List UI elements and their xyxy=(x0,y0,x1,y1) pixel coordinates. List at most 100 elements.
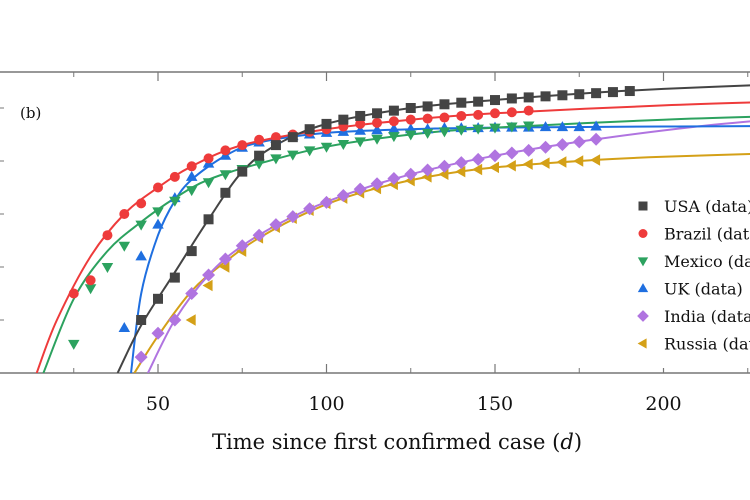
x-tick-label: 100 xyxy=(308,393,344,415)
data-point-uk xyxy=(573,121,585,132)
data-point-brazil xyxy=(153,182,163,193)
data-point-mexico xyxy=(320,142,333,153)
data-point-usa xyxy=(523,92,534,103)
data-point-usa xyxy=(338,114,349,125)
data-point-usa xyxy=(321,118,332,129)
legend-label: UK (data) xyxy=(664,280,743,299)
data-point-usa xyxy=(607,87,618,98)
x-axis-unit: d xyxy=(560,430,573,454)
data-point-usa xyxy=(237,166,248,177)
data-point-mexico xyxy=(522,121,535,132)
data-point-mexico xyxy=(371,134,383,145)
x-tick-label: 50 xyxy=(146,393,170,415)
data-point-india xyxy=(252,228,266,242)
data-point-brazil xyxy=(405,114,416,125)
data-point-mexico xyxy=(118,241,131,252)
panel-label: (b) xyxy=(20,104,41,122)
x-axis-unit-close: ) xyxy=(574,430,582,454)
data-point-brazil xyxy=(237,140,248,151)
legend-label: Mexico (data) xyxy=(664,252,750,271)
data-point-india xyxy=(370,177,384,191)
data-point-brazil xyxy=(372,117,383,128)
data-point-india xyxy=(202,268,216,282)
data-point-brazil xyxy=(490,108,500,119)
data-point-russia xyxy=(438,168,449,180)
data-point-russia xyxy=(219,261,230,273)
data-point-mexico xyxy=(337,140,350,151)
data-point-russia xyxy=(185,314,196,326)
data-point-usa xyxy=(186,246,197,257)
data-point-usa xyxy=(405,103,416,113)
data-point-uk xyxy=(539,121,552,132)
data-point-russia xyxy=(455,165,466,178)
data-point-brazil xyxy=(119,209,130,219)
data-point-uk xyxy=(354,124,366,135)
data-point-mexico xyxy=(68,339,80,350)
data-point-brazil xyxy=(523,105,534,116)
data-point-brazil xyxy=(355,118,366,129)
data-point-india xyxy=(336,188,350,202)
legend: USA (data) Brazil (data) Mexico (data) UK (… xyxy=(626,188,750,368)
series-brazil xyxy=(68,105,534,299)
data-point-mexico xyxy=(421,128,434,139)
data-point-usa xyxy=(388,105,399,116)
data-point-india xyxy=(421,163,435,177)
data-point-india xyxy=(505,146,519,160)
x-tick-label: 200 xyxy=(645,393,681,415)
data-point-brazil xyxy=(473,109,484,120)
plot-frame xyxy=(0,71,750,374)
series-mexico xyxy=(68,121,535,350)
data-point-uk xyxy=(371,124,383,135)
data-point-mexico xyxy=(101,263,114,273)
data-point-brazil xyxy=(456,110,467,121)
data-point-mexico xyxy=(354,137,366,148)
data-point-brazil xyxy=(102,230,113,241)
data-point-uk xyxy=(556,121,569,132)
data-point-mexico xyxy=(84,284,97,295)
data-point-usa xyxy=(136,315,147,325)
data-point-india xyxy=(218,252,232,266)
data-point-usa xyxy=(254,150,265,161)
data-point-russia xyxy=(522,158,533,170)
data-point-usa xyxy=(591,88,602,99)
data-point-mexico xyxy=(219,170,232,181)
data-point-india xyxy=(269,218,283,232)
data-point-russia xyxy=(489,161,499,174)
data-point-india xyxy=(168,313,182,327)
data-point-brazil xyxy=(203,153,214,164)
data-point-mexico xyxy=(185,186,198,197)
data-point-usa xyxy=(422,101,433,112)
data-point-india xyxy=(539,140,553,154)
data-point-india xyxy=(235,239,249,253)
data-point-usa xyxy=(270,140,281,151)
data-point-india xyxy=(320,195,333,209)
data-point-mexico xyxy=(253,159,265,170)
series-usa xyxy=(136,86,635,325)
data-point-uk xyxy=(185,170,198,181)
data-point-russia xyxy=(590,154,601,166)
data-point-mexico xyxy=(152,207,164,218)
legend-label: Russia (data) xyxy=(664,335,750,354)
data-point-usa xyxy=(624,86,635,97)
data-point-india xyxy=(404,167,418,181)
data-point-mexico xyxy=(405,130,417,141)
data-point-usa xyxy=(456,97,467,108)
legend-marker-mexico xyxy=(637,257,649,267)
legend-background xyxy=(626,188,750,368)
data-point-usa xyxy=(169,272,180,283)
data-markers xyxy=(68,86,635,364)
data-point-brazil xyxy=(422,113,433,124)
data-point-usa xyxy=(473,96,484,107)
data-point-mexico xyxy=(455,125,468,136)
x-tick-label: 150 xyxy=(477,393,513,415)
data-point-india xyxy=(488,149,502,163)
legend-label: India (data) xyxy=(664,307,750,326)
data-point-mexico xyxy=(438,127,451,138)
data-point-mexico xyxy=(303,146,316,157)
data-point-usa xyxy=(540,91,551,102)
x-axis-title: Time since first confirmed case (d) xyxy=(212,430,582,454)
data-point-india xyxy=(572,135,586,149)
data-point-mexico xyxy=(489,123,501,134)
data-point-usa xyxy=(490,95,500,106)
data-point-india xyxy=(286,210,300,224)
